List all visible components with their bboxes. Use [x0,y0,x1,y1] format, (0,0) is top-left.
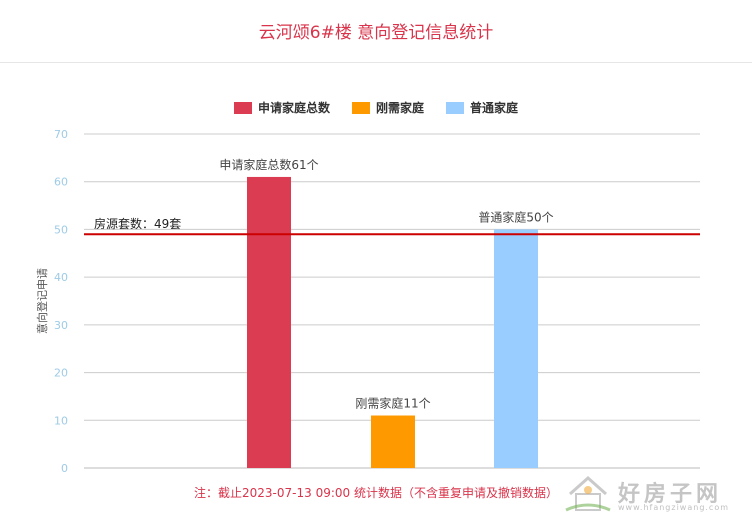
y-tick-label: 0 [61,462,68,475]
chart-title: 云河颂6#楼 意向登记信息统计 [258,23,494,43]
watermark: 好房子网 www.hfangziwang.com [562,470,742,516]
legend-label-total: 申请家庭总数 [257,101,330,115]
watermark-url: www.hfangziwang.com [618,503,730,512]
legend-item-rigid[interactable]: 刚需家庭 [351,99,424,116]
bar-data-label-2: 普通家庭50个 [478,209,553,224]
title-divider [0,62,752,63]
y-tick-label: 20 [54,367,68,380]
y-tick-label: 40 [54,271,68,284]
bar-data-label-0: 申请家庭总数61个 [219,157,318,172]
y-tick-label: 30 [54,319,68,332]
bar-data-label-1: 刚需家庭11个 [355,396,430,411]
legend-item-total[interactable]: 申请家庭总数 [233,99,330,116]
y-tick-label: 50 [54,223,68,236]
reference-line-label: 房源套数：49套 [94,216,181,231]
footnote: 注：截止2023-07-13 09:00 统计数据（不含重复申请及撤销数据） [194,486,558,500]
y-tick-label: 10 [54,414,68,427]
y-axis-label: 意向登记申请 [35,268,49,334]
legend-swatch-total [233,101,252,114]
watermark-text: 好房子网 [618,482,723,507]
legend-item-normal[interactable]: 普通家庭 [446,99,518,116]
bar-1 [371,415,415,468]
legend-swatch-normal [446,101,464,114]
chart-legend: 申请家庭总数 刚需家庭 普通家庭 [0,99,752,116]
y-tick-label: 60 [54,176,68,189]
legend-label-normal: 普通家庭 [470,101,519,115]
house-logo-icon [565,475,611,512]
bar-2 [494,229,538,468]
legend-swatch-rigid [351,101,370,114]
legend-label-rigid: 刚需家庭 [375,101,424,115]
bar-0 [247,176,291,468]
y-tick-label: 70 [54,128,68,141]
